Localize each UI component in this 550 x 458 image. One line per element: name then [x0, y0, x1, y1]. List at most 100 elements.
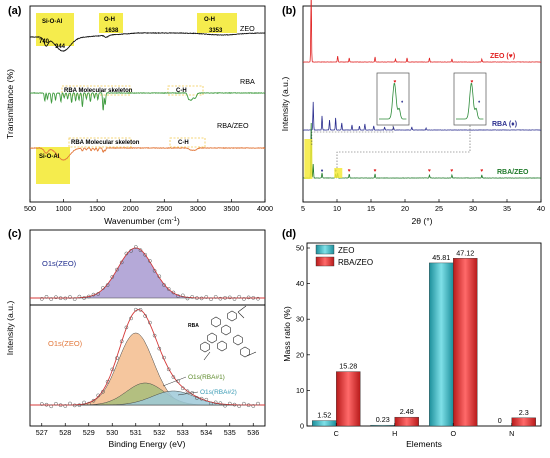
rba-molecule-ring — [200, 341, 210, 353]
panel-a-xtick-label-4: 2500 — [156, 204, 172, 213]
panel-d-ytick-label-4: 40 — [296, 279, 304, 288]
rba-molecule-bonds — [203, 305, 257, 361]
panel-b-xtick-label-5: 30 — [469, 204, 477, 213]
panel-c-xtick-label-3: 530 — [106, 428, 118, 437]
bar-zeo-h — [370, 424, 395, 427]
xps-rbazeo-point — [195, 396, 199, 400]
panel-b-xtick-label-4: 25 — [435, 204, 443, 213]
inset-rba-2-curve — [456, 83, 484, 120]
xps-rbazeo-point — [39, 402, 44, 406]
inset-rba-1 — [376, 72, 410, 126]
panel-c-xtick-label-9: 536 — [247, 428, 259, 437]
panel-a-annotation-6: 3353 — [209, 28, 223, 34]
xrd-marker-3: ♥ — [374, 168, 377, 174]
xps-zeo-point — [176, 294, 180, 298]
xps-rbazeo-point — [209, 401, 213, 406]
panel-a-frame — [29, 5, 266, 203]
xps-zeo-point — [96, 292, 101, 296]
xps-rbazeo-point — [110, 367, 115, 372]
xps-zeo-fit — [30, 247, 265, 299]
xps-zeo-component — [30, 247, 265, 299]
xps-rbazeo-point — [162, 355, 166, 360]
xps-zeo-point — [72, 297, 77, 301]
box-ch-rbazeo — [169, 137, 206, 148]
category-label-c: C — [334, 429, 339, 438]
legend-swatch-1 — [315, 256, 335, 267]
panel-c-xtick-label-5: 532 — [153, 428, 165, 437]
inset-rba-2-heart: ♥ — [471, 79, 474, 85]
panel-a-xtick-label-3: 2000 — [123, 204, 139, 213]
inset-rba-1-curve — [379, 83, 407, 120]
rba-molecule-ring — [240, 346, 250, 358]
panel-c-xtick-label-8: 535 — [224, 428, 236, 437]
xps-rbazeo-point — [115, 356, 119, 360]
xps-rbazeo-point — [105, 379, 110, 384]
xps-rbazeo-point — [223, 403, 227, 408]
xps-rbazeo-point — [242, 401, 246, 406]
xps-zeo-point — [227, 295, 232, 300]
category-label-h: H — [392, 429, 397, 438]
panel-c-xtick-label-6: 533 — [177, 428, 189, 437]
xps-rbazeo-point — [63, 404, 68, 408]
panel-d-xlabel: Elements — [406, 439, 442, 449]
panel-b-frame — [302, 5, 542, 203]
rba-molecule-ring — [233, 334, 243, 346]
series-label-rbazeo: RBA/ZEO — [217, 121, 249, 130]
panel-c-xtick-label-1: 528 — [59, 428, 71, 437]
xps-zeo-point — [129, 249, 133, 253]
xps-label-rba2: O1s(RBA#2) — [200, 389, 237, 396]
bar-value-label: 2.3 — [519, 408, 529, 417]
xps-zeo-point — [39, 297, 44, 301]
panel-a-annotation-9: Si-O-Al — [39, 154, 60, 160]
panel-a-xtick-label-2: 1500 — [89, 204, 105, 213]
bar-value-label: 1.52 — [317, 411, 331, 420]
rba-molecule-ring — [221, 324, 231, 336]
xps-rbazeo-point — [166, 367, 171, 372]
panel-a-xtick-label-0: 500 — [24, 204, 36, 213]
xps-zeo-point — [152, 268, 157, 273]
box-rba-skeleton-2 — [68, 137, 132, 148]
xps-zeo-point — [246, 295, 251, 300]
xps-zeo-point — [44, 294, 49, 299]
series-label-rba: RBA — [240, 77, 255, 86]
panel-c-xtick-label-7: 534 — [200, 428, 212, 437]
xrd-marker-4: ♥ — [428, 168, 431, 174]
xps-rbazeo-point — [77, 403, 82, 408]
panel-a-annotation-5: O-H — [204, 17, 215, 23]
panel-a-annotation-3: O-H — [104, 17, 115, 23]
rbazeo-spectrum — [30, 146, 266, 161]
panel-a-xtick-label-5: 3000 — [190, 204, 206, 213]
xps-rbazeo-point — [227, 401, 232, 406]
rba-molecule-ring — [211, 316, 221, 328]
panel-c-ylabel: Intensity (a.u.) — [5, 301, 15, 356]
xps-zeo-point — [58, 296, 63, 301]
xrd-marker-0: ♦ — [321, 168, 324, 174]
panel-d-label: (d) — [282, 228, 296, 240]
bar-value-label: 47.12 — [456, 248, 474, 257]
xps-zeo-point — [251, 296, 256, 300]
zeo-xrd-pattern — [303, 0, 541, 63]
xps-rbazeo-point — [199, 396, 204, 401]
panel-a-xlabel: Wavenumber (cm-1) — [104, 216, 180, 226]
xrd-highlight-mid — [334, 168, 343, 178]
panel-b-xtick-label-6: 35 — [503, 204, 511, 213]
xps-rbazeo-point — [185, 389, 190, 394]
bar-zeo-c — [312, 420, 337, 427]
series-label-zeo: ZEO — [240, 24, 255, 33]
xps-rbazeo-point — [49, 404, 54, 409]
xps-rbazeo-point — [133, 307, 138, 312]
bar-value-label: 45.81 — [432, 253, 450, 262]
xps-rbazeo-point — [82, 400, 86, 405]
rba-molecule-inset: RBA — [188, 305, 257, 361]
panel-c-xtick-label-0: 527 — [36, 428, 48, 437]
panel-a-xtick-label-7: 4000 — [257, 204, 273, 213]
inset-rba-2 — [453, 72, 487, 126]
xps-rbazeo-point — [157, 346, 162, 351]
xps-zeo-point — [185, 296, 190, 301]
xps-zeo-point — [86, 294, 91, 299]
xps-label-zeo-bottom: O1s(ZEO) — [48, 339, 83, 348]
panel-b-xtick-label-0: 5 — [301, 204, 305, 213]
panel-c-xlabel: Binding Energy (eV) — [109, 439, 186, 449]
xps-rbazeo-point — [72, 403, 77, 408]
xps-rbazeo-point — [91, 398, 96, 403]
